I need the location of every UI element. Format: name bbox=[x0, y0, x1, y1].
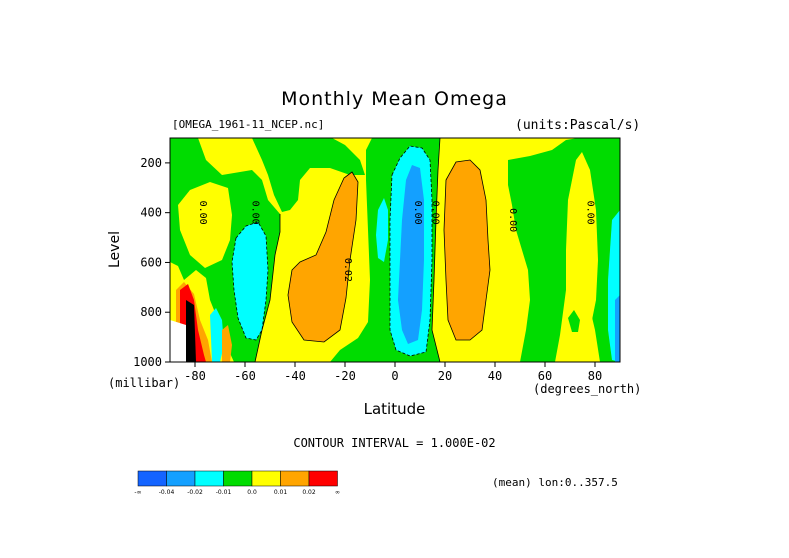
source-file-label: [OMEGA_1961-11_NCEP.nc] bbox=[172, 118, 325, 131]
contour-label: 0.00 bbox=[507, 208, 518, 232]
x-tick-label: 60 bbox=[538, 369, 552, 383]
colorbar-label: -∞ bbox=[134, 489, 141, 496]
field-saturated-antarctic bbox=[186, 300, 196, 362]
field-orange-north bbox=[444, 160, 490, 340]
colorbar-label: -0.02 bbox=[187, 489, 203, 496]
field-orange-antarctic-2 bbox=[222, 325, 232, 362]
contour-labels: 0.00 0.00 0.02 0.00 0.00 0.00 0.00 bbox=[197, 201, 596, 282]
field-cyan-south bbox=[232, 222, 268, 340]
colorbar-label: 0.0 bbox=[247, 489, 257, 496]
contour-line bbox=[443, 159, 491, 341]
mean-longitude-label: (mean) lon:0..357.5 bbox=[492, 476, 618, 489]
colorbar-label: 0.02 bbox=[302, 489, 316, 496]
field-blue-equator-core bbox=[398, 165, 424, 344]
field-missing-antarctic bbox=[170, 320, 186, 362]
contour-label: 0.00 bbox=[197, 201, 208, 225]
field-yellow-south-patch bbox=[178, 182, 232, 268]
y-tick-label: 200 bbox=[140, 156, 162, 170]
x-axis-units: (degrees_north) bbox=[533, 382, 642, 396]
contour-label: 0.00 bbox=[412, 201, 423, 225]
colorbar-label: 0.01 bbox=[274, 489, 288, 496]
x-tick-label: 80 bbox=[588, 369, 602, 383]
x-tick-label: -80 bbox=[184, 369, 206, 383]
colorbar-swatch bbox=[280, 470, 310, 487]
contour-fill-layer bbox=[170, 138, 620, 362]
x-axis-ticks: -80 -60 -40 -20 0 20 40 60 80 bbox=[184, 362, 602, 383]
colorbar-swatch bbox=[166, 470, 196, 487]
contour-interval-label: CONTOUR INTERVAL = 1.000E-02 bbox=[293, 436, 496, 450]
field-cyan-antarctic bbox=[210, 308, 224, 362]
field-blue-north-edge bbox=[615, 295, 620, 362]
x-axis-label: Latitude bbox=[363, 400, 426, 418]
field-green-north-bump bbox=[568, 310, 580, 332]
colorbar-swatch bbox=[223, 470, 253, 487]
y-axis-ticks: 200 400 600 800 1000 bbox=[133, 156, 170, 369]
contour-label: 0.02 bbox=[342, 258, 353, 282]
colorbar-swatch bbox=[137, 470, 167, 487]
x-tick-label: 20 bbox=[438, 369, 452, 383]
contour-label: 0.00 bbox=[250, 201, 261, 225]
colorbar-label: -0.04 bbox=[159, 489, 175, 496]
x-tick-label: -60 bbox=[234, 369, 256, 383]
contour-lines bbox=[231, 138, 491, 362]
y-tick-label: 800 bbox=[140, 305, 162, 319]
y-tick-label: 400 bbox=[140, 206, 162, 220]
chart-title: Monthly Mean Omega bbox=[281, 88, 508, 110]
colorbar-swatch bbox=[308, 470, 338, 487]
x-tick-label: -40 bbox=[284, 369, 306, 383]
colorbar-label: -0.01 bbox=[216, 489, 232, 496]
contour-line bbox=[389, 145, 433, 357]
colorbar-swatch bbox=[251, 470, 281, 487]
field-yellow-north-patch bbox=[566, 152, 598, 340]
contour-line bbox=[254, 214, 281, 362]
colorbar-swatch bbox=[194, 470, 224, 487]
field-cyan-equator-small bbox=[376, 198, 388, 262]
x-tick-label: 40 bbox=[488, 369, 502, 383]
y-tick-label: 1000 bbox=[133, 355, 162, 369]
contour-line bbox=[231, 221, 269, 341]
y-axis-units: (millibar) bbox=[108, 376, 181, 390]
contour-label: 0.00 bbox=[585, 201, 596, 225]
y-tick-label: 600 bbox=[140, 255, 162, 269]
x-tick-label: -20 bbox=[334, 369, 356, 383]
field-green-midlat-south bbox=[252, 138, 365, 212]
contour-line bbox=[287, 171, 359, 343]
field-orange-south bbox=[288, 172, 358, 342]
colorbar-label: ∞ bbox=[335, 489, 340, 496]
colorbar: -∞ -0.04 -0.02 -0.01 0.0 0.01 0.02 ∞ bbox=[134, 470, 340, 496]
units-label: (units:Pascal/s) bbox=[515, 118, 641, 133]
contour-line bbox=[431, 138, 441, 362]
x-tick-label: 0 bbox=[391, 369, 398, 383]
contour-label: 0.00 bbox=[430, 201, 441, 225]
